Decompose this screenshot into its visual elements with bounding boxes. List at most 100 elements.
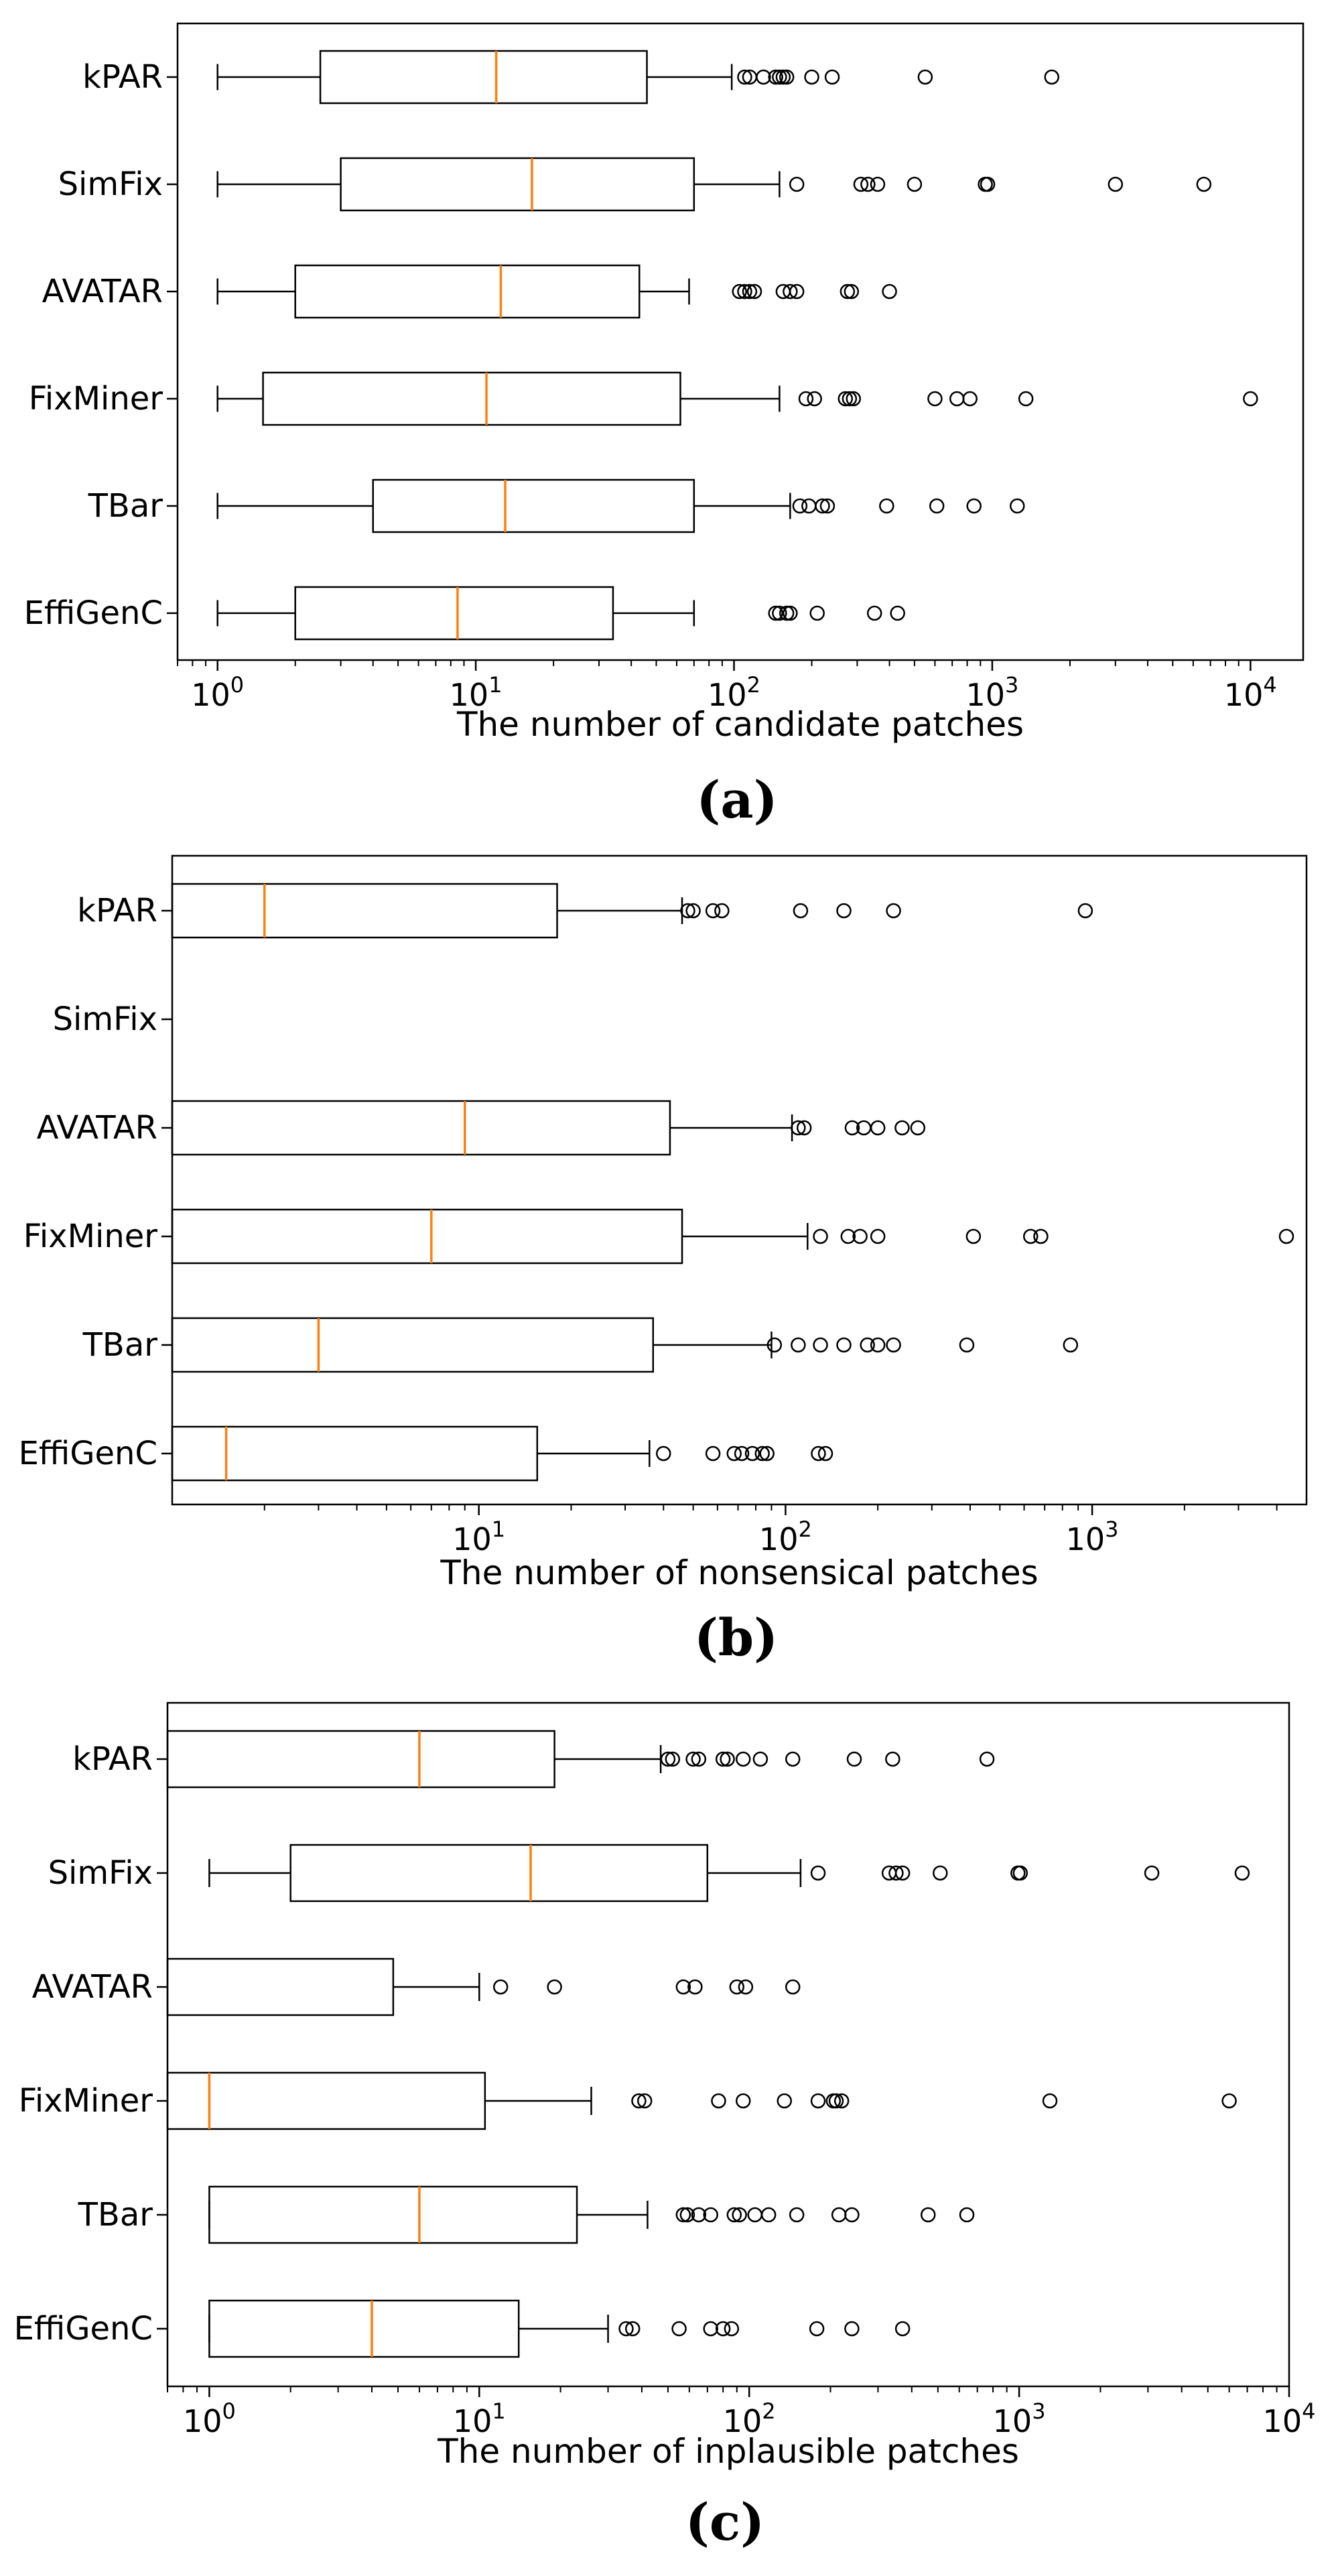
x-tick-label: 100 (191, 672, 244, 713)
iqr-box (171, 883, 558, 939)
flier-point (824, 69, 840, 85)
flier-point (785, 1979, 801, 1995)
flier-point (691, 2207, 707, 2223)
iqr-box (340, 157, 695, 212)
minor-ticks (177, 660, 1240, 666)
flier-point (724, 2321, 740, 2337)
x-tick-label: 102 (708, 672, 760, 713)
flier-point (886, 903, 901, 919)
iqr-box (294, 264, 641, 319)
flier-point (870, 1337, 886, 1353)
flier-point (1144, 1865, 1160, 1881)
flier-point (838, 391, 854, 407)
x-tick-base: 10 (759, 1521, 799, 1557)
flier-point (807, 391, 822, 407)
chart-panel-c: 100 101 102 103 104kPARSimFixAVATARFixMinerT… (14, 1701, 1316, 2552)
flier-point (796, 1120, 812, 1136)
x-tick-exponent: 3 (1032, 2398, 1045, 2424)
flier-point (789, 2207, 805, 2223)
flier-point (754, 1445, 770, 1462)
box-avatar: AVATAR (42, 264, 897, 319)
flier-point (766, 1337, 783, 1353)
flier-point (772, 605, 787, 621)
box-tbar: TBar (78, 2185, 975, 2244)
iqr-box (171, 1317, 655, 1373)
flier-point (680, 903, 695, 919)
flier-point (1077, 903, 1093, 919)
flier-point (711, 2093, 726, 2109)
y-tick-label: TBar (88, 487, 163, 525)
flier-point (809, 2321, 825, 2337)
flier-point (1042, 2093, 1058, 2109)
panel-caption: (a) (696, 770, 777, 830)
minor-ticks (263, 1504, 1278, 1510)
flier-point (691, 1751, 707, 1767)
flier-point (844, 2321, 860, 2337)
axes-frame (176, 22, 1305, 661)
flier-point (671, 2321, 687, 2337)
axes-frame (166, 1701, 1290, 2388)
flier-point (844, 1120, 860, 1136)
flier-point (959, 2207, 975, 2223)
flier-point (966, 498, 982, 514)
panel-caption: (b) (694, 1608, 778, 1667)
flier-point (703, 2207, 718, 2223)
flier-point (752, 1751, 769, 1767)
box-simfix: SimFix (58, 157, 1212, 212)
flier-point (1018, 391, 1034, 407)
flier-point (980, 176, 996, 192)
flier-point (768, 69, 783, 85)
x-tick-exponent: 0 (222, 2398, 236, 2424)
flier-point (879, 498, 894, 514)
axes-frame (171, 854, 1308, 1506)
iqr-box (319, 50, 648, 105)
x-tick-label: 101 (452, 1517, 505, 1557)
x-tick-label: 103 (965, 672, 1018, 713)
flier-point (624, 2321, 641, 2337)
y-tick-label: TBar (78, 2196, 153, 2234)
x-tick-exponent: 4 (1302, 2398, 1315, 2424)
flier-point (870, 176, 886, 192)
flier-point (910, 1120, 926, 1136)
flier-point (729, 1979, 745, 1995)
flier-point (860, 176, 876, 192)
y-tick-label: FixMiner (19, 2082, 153, 2120)
x-axis-label: The number of nonsensical patches (440, 1553, 1038, 1592)
flier-point (792, 498, 808, 514)
flier-point (705, 1445, 721, 1462)
x-tick-exponent: 2 (798, 1517, 811, 1542)
x-tick-base: 10 (723, 2403, 762, 2439)
flier-point (732, 2207, 747, 2223)
flier-point (890, 605, 905, 621)
flier-point (637, 2093, 653, 2109)
flier-point (1012, 1865, 1028, 1881)
x-tick-label: 103 (1066, 1517, 1119, 1557)
flier-point (798, 391, 814, 407)
flier-point (737, 283, 752, 300)
box-kpar: kPAR (82, 50, 1059, 105)
iqr-box (372, 478, 695, 533)
x-tick-exponent: 2 (747, 672, 760, 698)
flier-point (846, 1751, 862, 1767)
flier-point (705, 903, 721, 919)
box-avatar: AVATAR (32, 1957, 801, 2016)
flier-point (810, 1865, 826, 1881)
flier-point (547, 1979, 562, 1995)
x-tick-exponent: 2 (762, 2398, 775, 2424)
x-tick-label: 104 (1263, 2398, 1316, 2439)
flier-point (760, 2207, 777, 2223)
flier-point (929, 498, 945, 514)
y-tick-label: EffiGenC (19, 1435, 157, 1472)
iqr-box (289, 1844, 709, 1903)
flier-point (734, 1445, 750, 1462)
x-tick-label: 103 (993, 2398, 1046, 2439)
flier-point (836, 1337, 852, 1353)
x-tick-base: 10 (1066, 1521, 1106, 1557)
flier-point (846, 391, 861, 407)
x-tick-exponent: 1 (488, 672, 502, 698)
flier-point (789, 176, 805, 192)
flier-point (665, 1751, 681, 1767)
flier-point (927, 391, 943, 407)
flier-point (735, 2093, 751, 2109)
box-simfix: SimFix (48, 1844, 1250, 1903)
